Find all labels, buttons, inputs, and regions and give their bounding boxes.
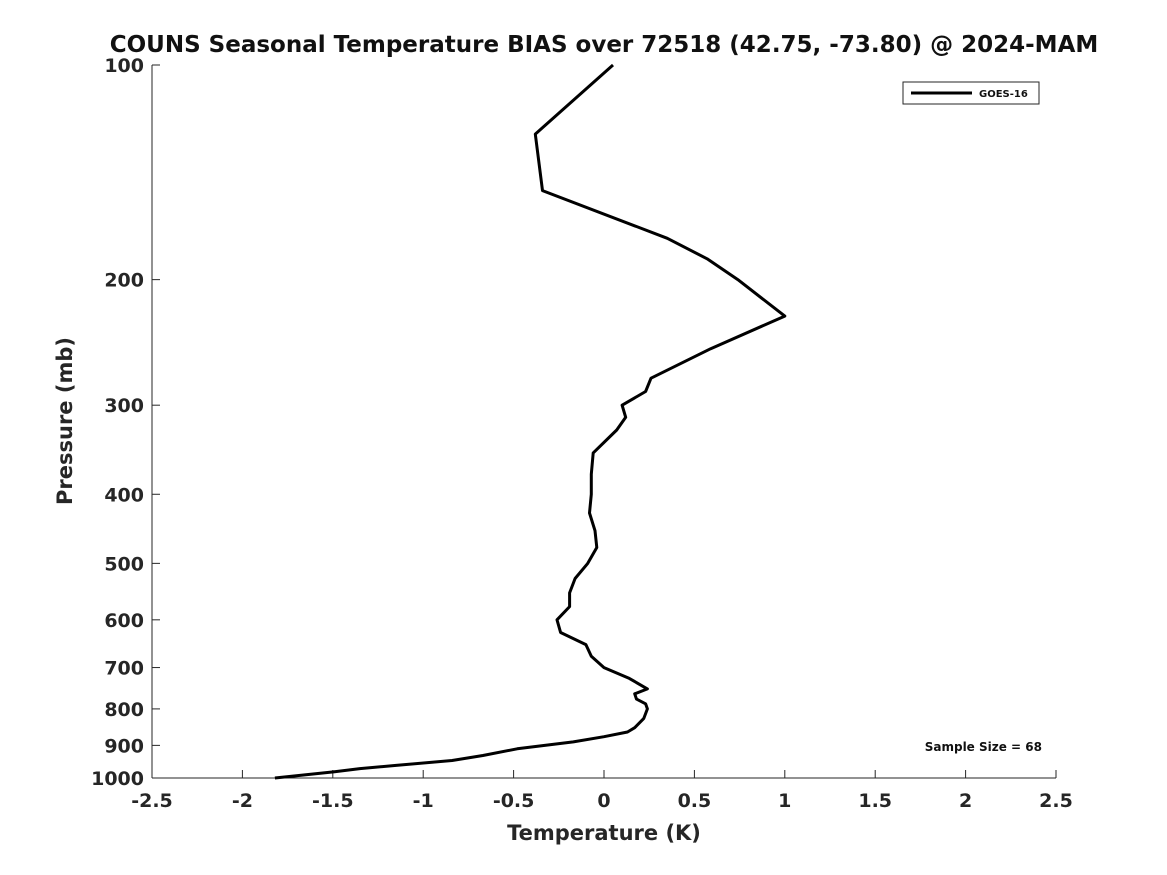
y-tick-label: 600	[104, 610, 144, 632]
x-tick-label: -1	[413, 790, 434, 812]
plot-area	[152, 65, 1056, 778]
x-tick-label: 1	[778, 790, 791, 812]
y-tick-label: 700	[104, 658, 144, 680]
x-tick-label: 2	[959, 790, 972, 812]
y-tick-label: 900	[104, 735, 144, 757]
x-tick-label: -2	[232, 790, 253, 812]
series-line-goes-16	[274, 63, 787, 780]
x-tick-label: 0	[597, 790, 610, 812]
x-tick-label: 2.5	[1039, 790, 1073, 812]
legend-entry-goes-16: GOES-16	[979, 89, 1028, 100]
x-tick-label: -1.5	[312, 790, 354, 812]
x-axis-ticks: -2.5 -2 -1.5 -1 -0.5 0 0.5 1 1.5 2 2.5	[131, 770, 1073, 812]
y-axis-ticks: 100 200 300 400 500 600 700 800 900 1000	[91, 55, 160, 790]
y-tick-label: 400	[104, 484, 144, 506]
sample-size-annotation: Sample Size = 68	[925, 740, 1042, 754]
legend: GOES-16	[902, 81, 1040, 105]
y-axis-label: Pressure (mb)	[53, 337, 77, 505]
x-tick-label: -2.5	[131, 790, 173, 812]
x-tick-label: -0.5	[493, 790, 535, 812]
chart-title: COUNS Seasonal Temperature BIAS over 725…	[110, 32, 1099, 58]
y-tick-label: 500	[104, 553, 144, 575]
x-tick-label: 0.5	[678, 790, 712, 812]
x-tick-label: 1.5	[858, 790, 892, 812]
y-tick-label: 200	[104, 270, 144, 292]
y-tick-label: 100	[104, 55, 144, 77]
y-tick-label: 300	[104, 395, 144, 417]
x-axis-label: Temperature (K)	[507, 821, 701, 845]
y-tick-label: 800	[104, 699, 144, 721]
y-tick-label: 1000	[91, 768, 144, 790]
